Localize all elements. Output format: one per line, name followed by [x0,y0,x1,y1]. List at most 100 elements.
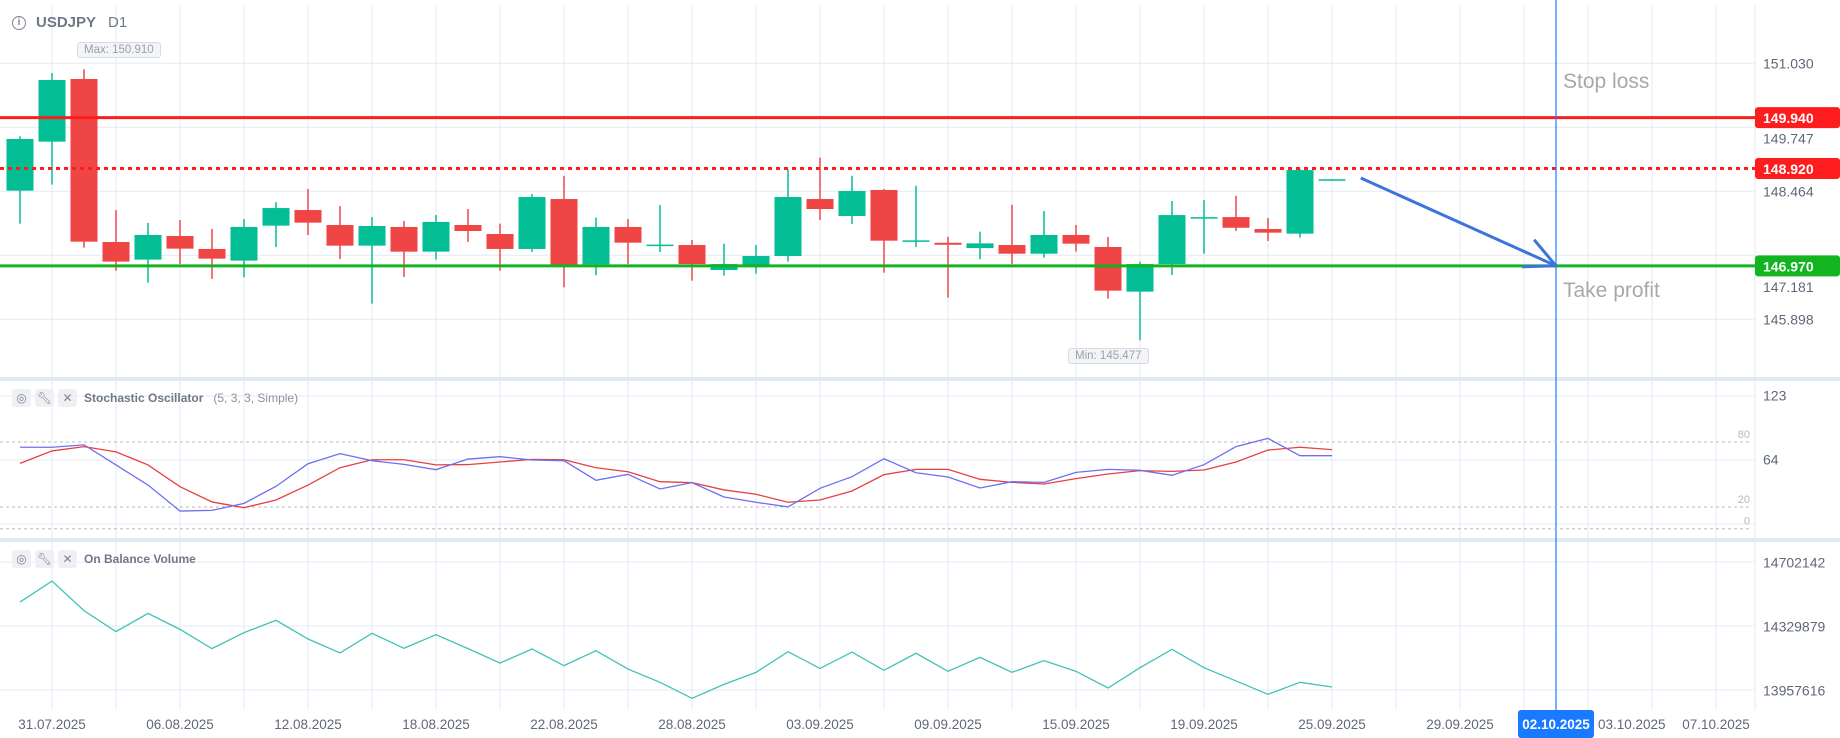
price-level-label: 149.940 [1763,110,1814,126]
stochastic-params: (5, 3, 3, Simple) [213,391,299,405]
obv-tick-label: 14702142 [1763,554,1826,570]
price-level-badge [1755,255,1840,277]
candle-body-15.09.2025 [1062,234,1090,244]
candle-body-19.09.2025 [1190,217,1218,219]
crosshair-date-label: 02.10.2025 [1522,717,1590,732]
price-level-label: 146.970 [1763,258,1814,274]
date-axis-label: 29.09.2025 [1426,717,1494,732]
candle-body-25.09.2025 [1318,179,1346,181]
obv-title: On Balance Volume [84,552,196,566]
price-tick-label: 149.747 [1763,131,1814,147]
candle-body-19.08.2025 [454,225,482,231]
arrow-head-icon [1532,238,1558,267]
date-axis-label: 12.08.2025 [274,717,342,732]
eye-icon[interactable]: ◎ [12,550,31,568]
close-icon[interactable]: ✕ [58,550,77,568]
trend-arrow-line[interactable] [1360,176,1557,268]
candle-body-18.09.2025 [1158,215,1186,265]
stochastic-tick-label: 123 [1763,387,1787,403]
stochastic-header: ◎ 🔧︎ ✕ Stochastic Oscillator (5, 3, 3, S… [12,389,298,407]
candle-body-03.09.2025 [806,199,834,210]
obv-line [19,580,1333,700]
obv-header: ◎ 🔧︎ ✕ On Balance Volume [12,550,196,568]
candle-body-16.09.2025 [1094,247,1122,291]
candle-body-04.08.2025 [102,242,130,262]
crosshair-date-badge [1518,710,1594,738]
date-axis-label: 03.10.2025 [1598,717,1666,732]
min-price-tooltip: Min: 145.477 [1068,348,1149,364]
panel-separator[interactable] [0,377,1840,381]
candle-body-13.08.2025 [326,225,354,246]
candle-body-06.08.2025 [166,235,194,249]
candle-body-20.08.2025 [486,233,514,249]
date-axis-label: 22.08.2025 [530,717,598,732]
candle-body-28.08.2025 [678,245,706,265]
price-level-badge [1755,158,1840,180]
wrench-icon[interactable]: 🔧︎ [35,550,54,568]
info-icon[interactable]: i [12,15,26,30]
date-axis-label: 31.07.2025 [18,717,86,732]
stochastic-level-label: 20 [1738,494,1750,506]
candle-body-30.07.2025 [6,139,34,191]
date-axis-label: 18.08.2025 [402,717,470,732]
price-tick-label: 147.181 [1763,279,1814,295]
date-axis-label: 28.08.2025 [658,717,726,732]
date-axis-label: 06.08.2025 [146,717,214,732]
candle-body-01.08.2025 [70,79,98,242]
candle-body-05.08.2025 [134,234,162,260]
candle-body-21.08.2025 [518,197,546,249]
candle-body-07.08.2025 [198,248,226,259]
close-icon[interactable]: ✕ [58,389,77,407]
candle-body-02.09.2025 [774,197,802,257]
candle-body-15.08.2025 [390,226,418,252]
date-axis-label: 15.09.2025 [1042,717,1110,732]
price-tick-label: 145.898 [1763,311,1814,327]
date-axis-label: 19.09.2025 [1170,717,1238,732]
symbol-name: USDJPY [36,14,97,31]
candle-body-22.08.2025 [550,199,578,265]
candle-body-24.09.2025 [1286,170,1314,234]
stochastic-title: Stochastic Oscillator [84,391,204,405]
stop-loss-annotation: Stop loss [1563,70,1650,93]
arrow-head-icon [1521,264,1557,269]
price-tick-label: 148.464 [1763,183,1814,199]
candle-body-05.09.2025 [870,189,898,241]
wrench-icon[interactable]: 🔧︎ [35,389,54,407]
price-level-label: 148.920 [1763,161,1814,177]
obv-tick-label: 13957616 [1763,682,1826,698]
candle-body-08.09.2025 [902,240,930,242]
candle-body-26.08.2025 [614,226,642,243]
candle-body-04.09.2025 [838,190,866,216]
max-price-tooltip: Max: 150.910 [77,42,161,58]
eye-icon[interactable]: ◎ [12,389,31,407]
candle-body-17.09.2025 [1126,264,1154,292]
candle-body-23.09.2025 [1254,229,1282,233]
candle-body-18.08.2025 [422,221,450,252]
price-tick-label: 151.030 [1763,55,1814,71]
candle-body-08.08.2025 [230,226,258,261]
panel-separator[interactable] [0,538,1840,542]
date-axis-label: 07.10.2025 [1682,717,1750,732]
candle-body-22.09.2025 [1222,217,1250,228]
candle-body-31.07.2025 [38,80,66,142]
candle-body-12.09.2025 [1030,234,1058,254]
stochastic-tick-label: 64 [1763,451,1779,467]
candle-body-14.08.2025 [358,226,386,246]
candle-body-10.09.2025 [966,243,994,249]
candle-body-09.09.2025 [934,242,962,245]
date-axis-label: 03.09.2025 [786,717,854,732]
date-axis-label: 25.09.2025 [1298,717,1366,732]
candle-body-12.08.2025 [294,210,322,223]
take-profit-annotation: Take profit [1563,279,1660,302]
timeframe-label[interactable]: D1 [108,14,128,31]
stochastic-k-line [20,437,1332,512]
stochastic-d-line [19,445,1333,509]
candle-body-11.09.2025 [998,245,1026,254]
stochastic-level-label: 0 [1744,516,1750,528]
obv-tick-label: 14329879 [1763,618,1826,634]
candle-body-27.08.2025 [646,244,674,247]
candle-body-11.08.2025 [262,208,290,226]
stochastic-level-label: 80 [1738,429,1750,441]
price-level-badge [1755,107,1840,129]
